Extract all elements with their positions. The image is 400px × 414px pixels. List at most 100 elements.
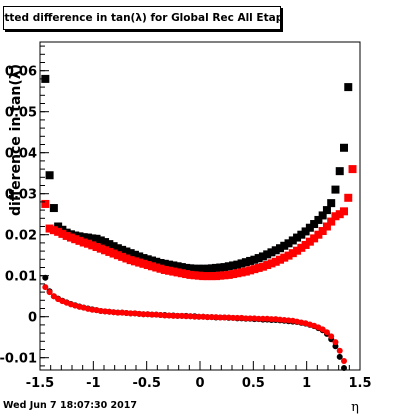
y-tick-label: 0.03 xyxy=(5,188,37,203)
data-point-square xyxy=(254,254,263,263)
data-point-circle xyxy=(259,315,266,322)
y-tick-label: 0.06 xyxy=(5,65,37,80)
data-point-circle xyxy=(114,309,121,316)
data-point-square xyxy=(314,215,323,224)
data-point-square xyxy=(135,252,144,261)
data-point-square xyxy=(293,246,302,255)
data-point-square xyxy=(263,250,272,259)
data-point-square xyxy=(194,264,203,273)
data-point-square xyxy=(165,260,174,269)
y-tick-label: 0 xyxy=(28,311,37,326)
data-point-square xyxy=(241,258,250,267)
y-tick-label: 0.05 xyxy=(5,106,37,121)
data-point-square xyxy=(212,263,220,272)
data-point-square xyxy=(305,237,314,246)
data-point-square xyxy=(152,257,161,266)
data-point-circle xyxy=(319,326,326,333)
data-point-square xyxy=(92,234,101,243)
data-point-square xyxy=(233,260,242,269)
data-point-circle xyxy=(336,347,343,354)
data-point-circle xyxy=(204,314,211,321)
y-tick-label: 0.04 xyxy=(5,147,37,162)
data-point-square xyxy=(96,236,105,245)
data-point-square xyxy=(216,263,225,272)
data-point-square xyxy=(250,265,259,274)
data-point-square xyxy=(212,272,220,281)
data-point-square xyxy=(79,238,88,247)
data-point-square xyxy=(271,257,280,266)
data-point-square xyxy=(79,233,88,242)
data-point-square xyxy=(49,226,58,235)
data-point-square xyxy=(101,238,110,247)
data-point-square xyxy=(45,224,54,233)
data-point-square xyxy=(58,229,67,238)
data-point-circle xyxy=(332,343,339,350)
data-point-square xyxy=(335,167,344,176)
data-point-square xyxy=(173,268,182,277)
data-point-square xyxy=(322,222,331,231)
y-tick-label: 0.02 xyxy=(5,229,37,244)
data-point-square xyxy=(344,83,353,92)
data-points-layer xyxy=(41,74,357,371)
data-point-circle xyxy=(332,339,339,346)
data-point-square xyxy=(62,231,71,240)
data-point-square xyxy=(310,220,319,229)
data-point-circle xyxy=(341,364,347,371)
data-point-square xyxy=(130,257,139,266)
y-axis-label: difference in tan(λ) xyxy=(8,64,24,216)
data-point-square xyxy=(254,263,263,272)
data-point-circle xyxy=(268,316,275,323)
data-point-square xyxy=(169,267,178,276)
timestamp: Wed Jun 7 18:07:30 2017 xyxy=(3,400,137,411)
data-point-circle xyxy=(336,353,343,360)
data-point-circle xyxy=(127,310,134,317)
data-point-circle xyxy=(161,312,168,319)
data-point-circle xyxy=(174,312,181,319)
data-point-circle xyxy=(170,312,177,319)
data-point-square xyxy=(92,243,101,251)
data-point-square xyxy=(139,254,148,263)
y-tick-label: 0.01 xyxy=(5,270,37,285)
data-point-square xyxy=(258,252,267,261)
data-point-square xyxy=(84,233,92,242)
data-point-square xyxy=(126,249,135,258)
data-point-square xyxy=(237,259,246,268)
data-point-square xyxy=(41,74,50,83)
data-point-square xyxy=(297,230,306,239)
data-point-square xyxy=(293,233,302,242)
data-point-circle xyxy=(149,311,155,318)
data-point-square xyxy=(280,241,289,250)
data-point-square xyxy=(169,261,178,270)
data-point-square xyxy=(118,245,127,254)
data-point-circle xyxy=(183,313,190,320)
plot-frame xyxy=(39,41,361,371)
data-point-square xyxy=(160,265,169,274)
data-point-square xyxy=(348,165,357,174)
x-tick-label: 0.5 xyxy=(242,376,265,391)
data-point-square xyxy=(165,266,174,275)
data-point-square xyxy=(58,225,67,234)
data-point-square xyxy=(220,263,229,272)
data-point-square xyxy=(271,246,280,255)
data-point-circle xyxy=(46,289,53,296)
data-point-square xyxy=(305,223,314,232)
data-point-square xyxy=(284,251,293,260)
data-point-square xyxy=(54,227,63,236)
data-point-square xyxy=(148,256,156,265)
data-point-circle xyxy=(42,274,49,281)
x-tick-label: -0.5 xyxy=(132,376,160,391)
data-point-square xyxy=(88,241,97,250)
data-point-circle xyxy=(191,313,198,320)
data-point-square xyxy=(109,249,118,258)
data-point-circle xyxy=(323,329,330,336)
data-point-square xyxy=(207,264,216,273)
data-point-square xyxy=(54,222,63,231)
data-point-circle xyxy=(42,284,49,291)
data-point-square xyxy=(66,233,75,242)
series-3 xyxy=(42,284,347,364)
x-tick-label: 1.5 xyxy=(348,376,371,391)
data-point-circle xyxy=(217,314,224,321)
data-point-square xyxy=(297,243,306,252)
data-point-square xyxy=(160,259,169,268)
data-point-square xyxy=(88,234,97,243)
